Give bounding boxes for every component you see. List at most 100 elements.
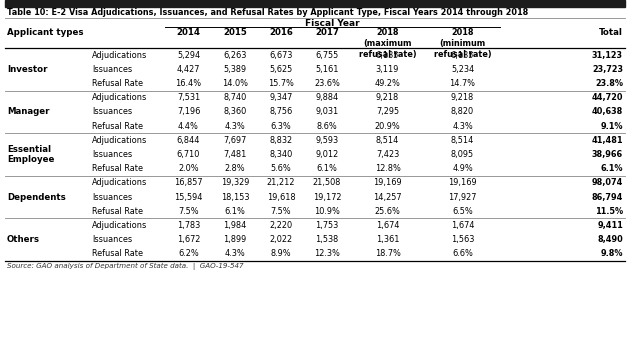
Text: 11.5%: 11.5%	[595, 207, 623, 216]
Text: 19,172: 19,172	[312, 193, 341, 202]
Text: 16.4%: 16.4%	[175, 79, 202, 88]
Text: 19,618: 19,618	[266, 193, 295, 202]
Text: 6.2%: 6.2%	[178, 250, 199, 258]
Text: 6.1%: 6.1%	[224, 207, 246, 216]
Text: Manager: Manager	[7, 107, 50, 117]
Text: 8,514: 8,514	[376, 136, 399, 145]
Text: Refusal Rate: Refusal Rate	[92, 164, 143, 173]
Text: 7.5%: 7.5%	[178, 207, 199, 216]
Text: 8,095: 8,095	[451, 150, 474, 159]
Text: 4.3%: 4.3%	[225, 250, 245, 258]
Text: 8,740: 8,740	[224, 93, 246, 102]
Text: 12.8%: 12.8%	[375, 164, 401, 173]
Text: 40,638: 40,638	[592, 107, 623, 117]
Text: 86,794: 86,794	[592, 193, 623, 202]
Text: Issuances: Issuances	[92, 235, 132, 244]
Text: 17,927: 17,927	[449, 193, 477, 202]
Text: 1,899: 1,899	[224, 235, 246, 244]
Text: 6,263: 6,263	[223, 51, 247, 59]
Text: 5,161: 5,161	[315, 65, 339, 74]
Text: 6,673: 6,673	[269, 51, 293, 59]
Text: 2017: 2017	[315, 28, 339, 37]
Text: 9,347: 9,347	[270, 93, 292, 102]
Text: 8,360: 8,360	[224, 107, 246, 117]
Text: 2016: 2016	[269, 28, 293, 37]
Text: 18,153: 18,153	[220, 193, 249, 202]
Text: Dependents: Dependents	[7, 193, 66, 202]
Text: 23.8%: 23.8%	[595, 79, 623, 88]
Text: Adjudications: Adjudications	[92, 221, 147, 230]
Text: Investor: Investor	[7, 65, 47, 74]
Text: Essential
Employee: Essential Employee	[7, 145, 54, 164]
Text: 2.8%: 2.8%	[225, 164, 245, 173]
Text: 1,674: 1,674	[375, 221, 399, 230]
Text: 9,218: 9,218	[376, 93, 399, 102]
Text: 14,257: 14,257	[373, 193, 402, 202]
Text: 7,295: 7,295	[376, 107, 399, 117]
Text: 6,135: 6,135	[376, 51, 399, 59]
Text: 2,022: 2,022	[270, 235, 292, 244]
Text: 23,723: 23,723	[592, 65, 623, 74]
Text: 15.7%: 15.7%	[268, 79, 294, 88]
Text: 10.9%: 10.9%	[314, 207, 340, 216]
Text: Refusal Rate: Refusal Rate	[92, 207, 143, 216]
Text: 6,844: 6,844	[177, 136, 200, 145]
Text: 9.8%: 9.8%	[600, 250, 623, 258]
Text: 6.3%: 6.3%	[271, 121, 291, 131]
Text: 1,753: 1,753	[316, 221, 339, 230]
Text: 1,361: 1,361	[375, 235, 399, 244]
Text: 4.3%: 4.3%	[225, 121, 245, 131]
Text: 5,389: 5,389	[224, 65, 246, 74]
Text: 8,490: 8,490	[597, 235, 623, 244]
Text: 41,481: 41,481	[592, 136, 623, 145]
Text: 9,012: 9,012	[316, 150, 339, 159]
Text: 1,672: 1,672	[177, 235, 200, 244]
Text: 98,074: 98,074	[592, 178, 623, 187]
Text: 1,984: 1,984	[223, 221, 247, 230]
Text: 19,169: 19,169	[373, 178, 402, 187]
Text: 2018
(maximum
refusal rate): 2018 (maximum refusal rate)	[358, 28, 416, 58]
Text: 4.4%: 4.4%	[178, 121, 199, 131]
Text: Refusal Rate: Refusal Rate	[92, 79, 143, 88]
Text: Table 10: E-2 Visa Adjudications, Issuances, and Refusal Rates by Applicant Type: Table 10: E-2 Visa Adjudications, Issuan…	[7, 8, 528, 17]
Text: Fiscal Year: Fiscal Year	[305, 19, 360, 28]
Text: 5,294: 5,294	[177, 51, 200, 59]
Text: 2018
(minimum
refusal rate): 2018 (minimum refusal rate)	[433, 28, 491, 58]
Text: 8.9%: 8.9%	[271, 250, 291, 258]
Text: 5,234: 5,234	[451, 65, 474, 74]
Text: 8,756: 8,756	[270, 107, 292, 117]
Text: 2015: 2015	[223, 28, 247, 37]
Text: 20.9%: 20.9%	[375, 121, 401, 131]
Text: 8,340: 8,340	[270, 150, 292, 159]
Text: 15,594: 15,594	[175, 193, 203, 202]
Text: Adjudications: Adjudications	[92, 178, 147, 187]
Text: Refusal Rate: Refusal Rate	[92, 250, 143, 258]
Text: 6.1%: 6.1%	[316, 164, 338, 173]
Text: 7,423: 7,423	[376, 150, 399, 159]
Text: 1,783: 1,783	[177, 221, 200, 230]
Text: 49.2%: 49.2%	[375, 79, 401, 88]
Text: Issuances: Issuances	[92, 65, 132, 74]
Text: 4.3%: 4.3%	[452, 121, 473, 131]
Text: 31,123: 31,123	[592, 51, 623, 59]
Text: 9,884: 9,884	[316, 93, 339, 102]
Text: Source: GAO analysis of Department of State data.  |  GAO-19-547: Source: GAO analysis of Department of St…	[7, 263, 244, 270]
Text: 18.7%: 18.7%	[375, 250, 401, 258]
Text: 7.5%: 7.5%	[271, 207, 291, 216]
Text: 44,720: 44,720	[592, 93, 623, 102]
Text: Total: Total	[599, 28, 623, 37]
Text: Adjudications: Adjudications	[92, 51, 147, 59]
Text: 8.6%: 8.6%	[317, 121, 338, 131]
Text: 6.5%: 6.5%	[452, 207, 473, 216]
Text: 7,481: 7,481	[223, 150, 247, 159]
Text: 6,755: 6,755	[316, 51, 339, 59]
Text: 2,220: 2,220	[270, 221, 292, 230]
Text: 21,212: 21,212	[266, 178, 295, 187]
Text: Issuances: Issuances	[92, 150, 132, 159]
Text: 9,593: 9,593	[316, 136, 338, 145]
Text: 38,966: 38,966	[592, 150, 623, 159]
Text: Others: Others	[7, 235, 40, 244]
Text: 7,196: 7,196	[177, 107, 200, 117]
Text: 25.6%: 25.6%	[375, 207, 401, 216]
Text: 23.6%: 23.6%	[314, 79, 340, 88]
